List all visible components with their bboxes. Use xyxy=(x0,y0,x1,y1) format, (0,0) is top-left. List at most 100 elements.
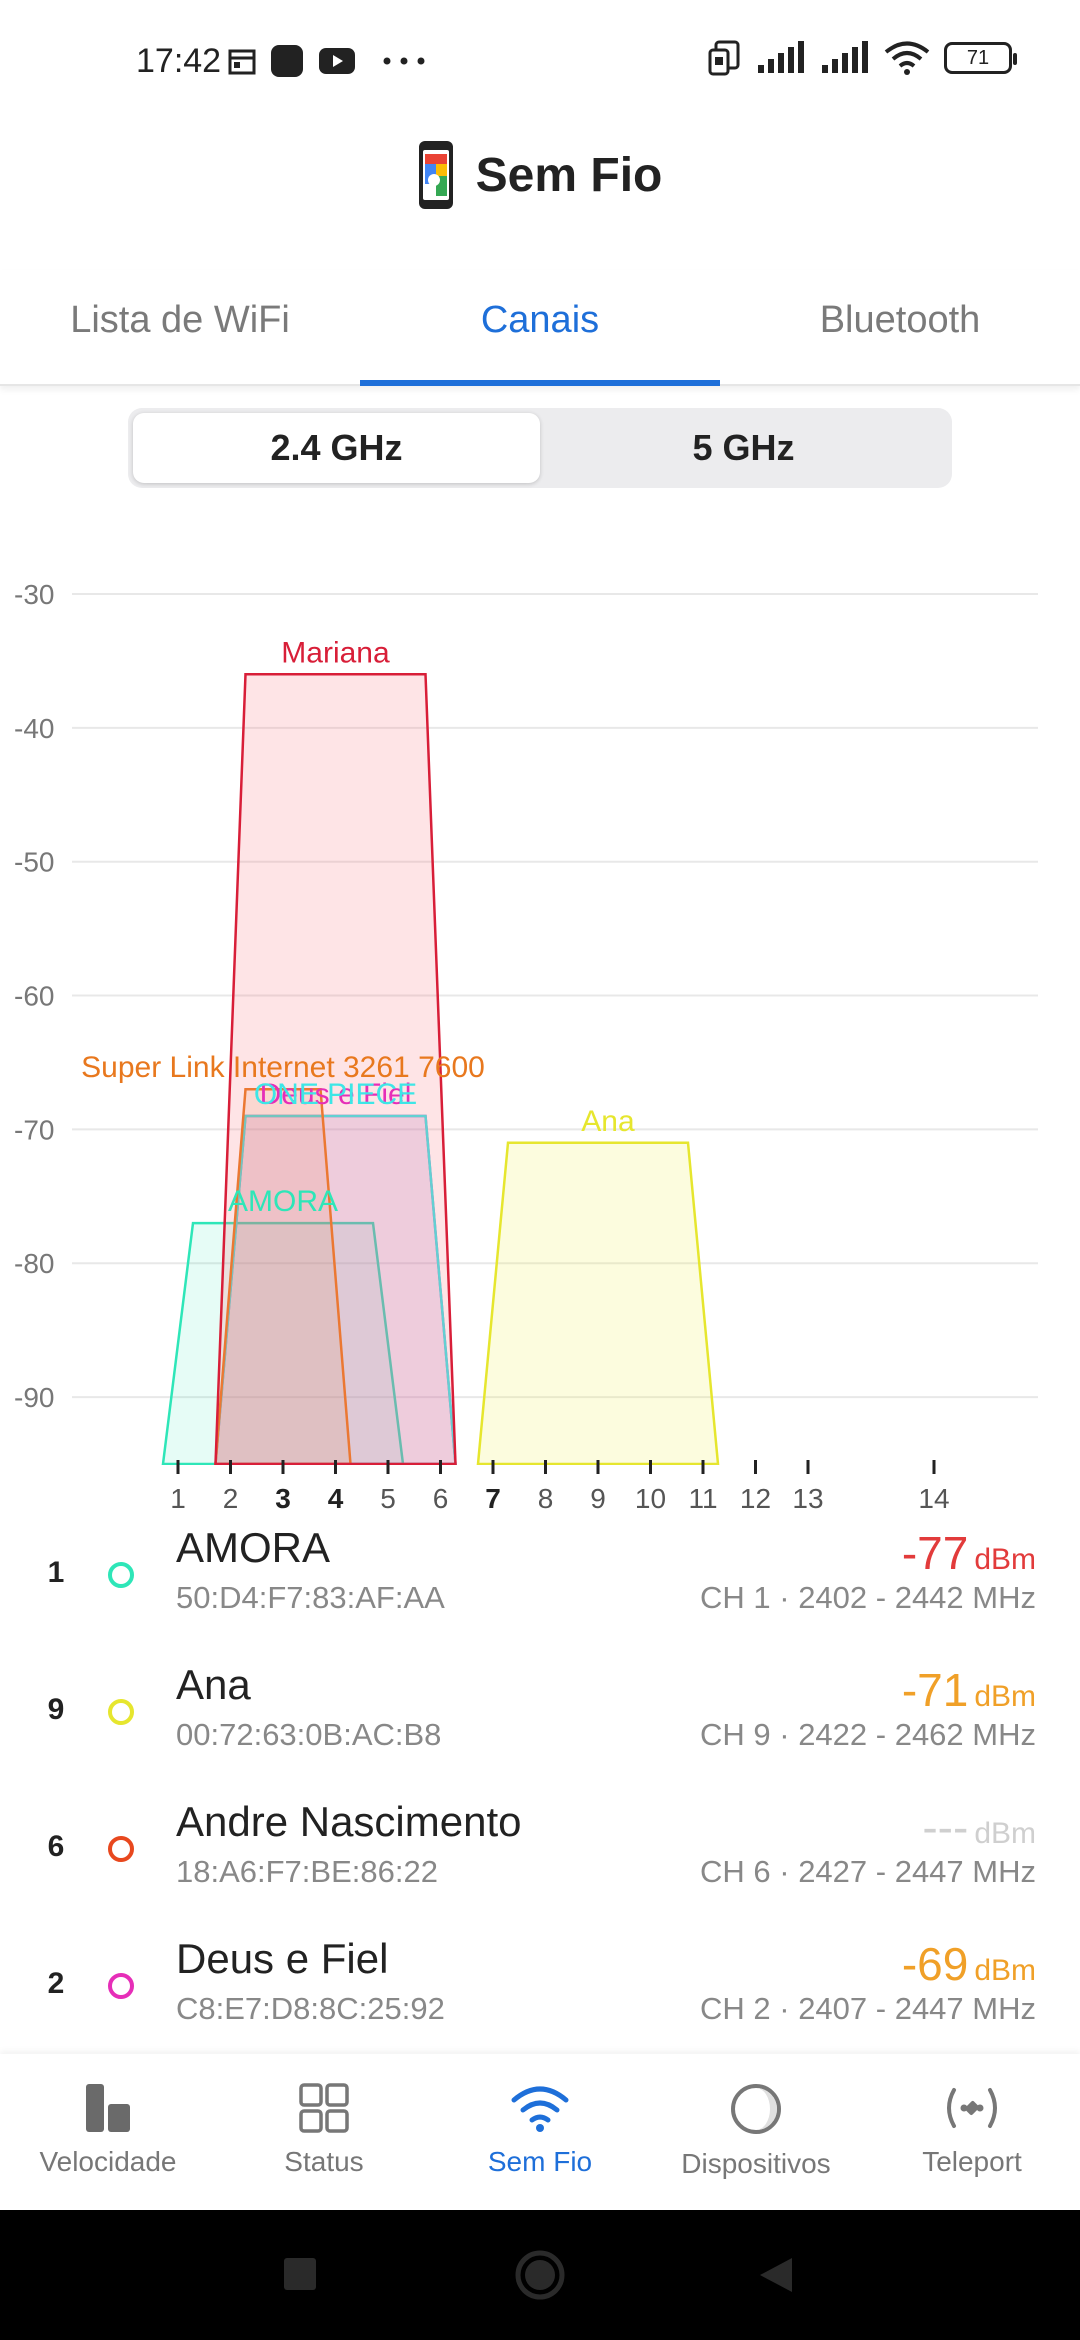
app-square-icon xyxy=(271,45,303,77)
signal-value: --- xyxy=(922,1801,969,1853)
signal-icon xyxy=(758,41,804,73)
network-color-dot xyxy=(108,1699,134,1725)
y-tick-label: -40 xyxy=(14,713,54,744)
network-row[interactable]: 1 AMORA 50:D4:F7:83:AF:AA -77 dBm CH 1 · … xyxy=(0,1510,1080,1647)
network-band-label: Mariana xyxy=(281,636,390,669)
nav-label: Status xyxy=(284,2146,364,2177)
x-tick-label: 1 xyxy=(170,1483,186,1514)
youtube-icon xyxy=(319,48,355,74)
network-ssid: Deus e Fiel xyxy=(176,1935,389,1982)
nav-teleport[interactable]: Teleport xyxy=(864,2054,1080,2210)
band-option-24ghz[interactable]: 2.4 GHz xyxy=(133,413,540,483)
network-band-6 xyxy=(214,673,457,1466)
network-row[interactable]: 9 Ana 00:72:63:0B:AC:B8 -71 dBm CH 9 · 24… xyxy=(0,1647,1080,1784)
nav-label: Teleport xyxy=(922,2146,1022,2177)
speed-bars-icon xyxy=(86,2084,130,2132)
teleport-icon xyxy=(947,2088,997,2128)
network-row[interactable]: 6 Andre Nascimento 18:A6:F7:BE:86:22 ---… xyxy=(0,1784,1080,1921)
x-tick-label: 5 xyxy=(380,1483,396,1514)
y-tick-label: -90 xyxy=(14,1382,54,1413)
network-channel: 9 xyxy=(47,1693,65,1726)
signal-value: -71 xyxy=(901,1664,969,1716)
network-ssid: Andre Nascimento xyxy=(176,1798,522,1845)
nav-devices[interactable]: Dispositivos xyxy=(648,2054,864,2210)
network-band-label: Ana xyxy=(581,1105,635,1138)
y-tick-label: -70 xyxy=(14,1114,54,1145)
tab-channels[interactable]: Canais xyxy=(360,270,720,386)
battery-level: 71 xyxy=(966,46,990,69)
system-nav-bar xyxy=(0,2210,1080,2340)
network-color-dot xyxy=(108,1562,134,1588)
network-band-label: AMORA xyxy=(228,1185,338,1218)
wifi-icon xyxy=(511,2086,569,2132)
network-mac: 50:D4:F7:83:AF:AA xyxy=(176,1580,445,1615)
signal-icon xyxy=(822,41,868,73)
network-list: 1 AMORA 50:D4:F7:83:AF:AA -77 dBm CH 1 · … xyxy=(0,1510,1080,2055)
x-tick-label: 11 xyxy=(688,1483,717,1514)
network-signal: -69 dBm xyxy=(902,1937,1036,1991)
network-channel: 2 xyxy=(47,1967,65,2000)
status-bar: 17:42 71 xyxy=(0,0,1080,120)
x-tick-label: 13 xyxy=(792,1483,823,1514)
x-tick-label: 10 xyxy=(635,1483,666,1514)
phone-logo-icon xyxy=(418,141,453,209)
nav-label: Velocidade xyxy=(39,2146,177,2177)
network-band-label: Deus e Fiel xyxy=(260,1078,412,1111)
x-tick-label: 12 xyxy=(740,1483,771,1514)
x-tick-label: 6 xyxy=(433,1483,449,1514)
network-row[interactable]: 2 Deus e Fiel C8:E7:D8:8C:25:92 -69 dBm C… xyxy=(0,1921,1080,2055)
nav-label: Sem Fio xyxy=(487,2146,593,2177)
network-signal: -77 dBm xyxy=(902,1526,1036,1580)
nav-wireless[interactable]: Sem Fio xyxy=(432,2054,648,2210)
tab-wifi-list[interactable]: Lista de WiFi xyxy=(70,298,290,341)
network-frequency: CH 1 · 2402 - 2442 MHz xyxy=(700,1580,1036,1615)
y-tick-label: -60 xyxy=(14,981,54,1012)
app-header: Sem Fio xyxy=(0,130,1080,220)
network-mac: C8:E7:D8:8C:25:92 xyxy=(176,1991,445,2026)
nav-speed[interactable]: Velocidade xyxy=(0,2054,216,2210)
calendar-icon xyxy=(228,49,256,75)
devices-circle-icon xyxy=(731,2084,781,2134)
channel-chart-svg: -30 -40 -50 -60 -70 -80 -90 AMORA Ana Deus e Fiel… xyxy=(14,579,1038,1514)
network-mac: 00:72:63:0B:AC:B8 xyxy=(176,1717,442,1752)
home-circle-icon[interactable] xyxy=(512,2250,568,2300)
network-band-2 xyxy=(476,1141,720,1466)
x-tick-label: 2 xyxy=(223,1483,239,1514)
signal-unit: dBm xyxy=(974,1680,1036,1713)
network-signal: --- dBm xyxy=(922,1800,1036,1854)
network-ssid: AMORA xyxy=(176,1524,331,1571)
x-tick-label: 4 xyxy=(328,1483,344,1514)
nav-status[interactable]: Status xyxy=(216,2054,432,2210)
back-triangle-icon[interactable] xyxy=(758,2256,794,2294)
page-title: Sem Fio xyxy=(475,148,663,202)
status-time: 17:42 xyxy=(136,42,222,80)
grid-icon xyxy=(299,2083,349,2133)
network-ssid: Ana xyxy=(176,1661,251,1708)
signal-unit: dBm xyxy=(974,1543,1036,1576)
network-frequency: CH 2 · 2407 - 2447 MHz xyxy=(700,1991,1036,2026)
tab-bar: Lista de WiFi Canais Bluetooth xyxy=(0,270,1080,386)
network-mac: 18:A6:F7:BE:86:22 xyxy=(176,1854,438,1889)
network-frequency: CH 6 · 2427 - 2447 MHz xyxy=(700,1854,1036,1889)
recents-square-icon[interactable] xyxy=(282,2256,318,2292)
network-channel: 1 xyxy=(47,1556,65,1589)
network-frequency: CH 9 · 2422 - 2462 MHz xyxy=(700,1717,1036,1752)
battery-icon: 71 xyxy=(944,42,1017,74)
tab-bluetooth[interactable]: Bluetooth xyxy=(819,298,981,341)
bottom-nav: Velocidade Status Sem Fio Dispositivos T… xyxy=(0,2054,1080,2210)
band-option-5ghz[interactable]: 5 GHz xyxy=(692,427,795,468)
network-channel: 6 xyxy=(47,1830,65,1863)
y-tick-label: -80 xyxy=(14,1248,54,1279)
band-selector: 2.4 GHz 5 GHz xyxy=(128,408,952,488)
network-band-label: ONE PIECE xyxy=(254,1078,417,1111)
network-color-dot xyxy=(108,1836,134,1862)
status-icons-left xyxy=(228,44,426,78)
x-tick-label: 7 xyxy=(485,1483,501,1514)
x-tick-label: 8 xyxy=(538,1483,554,1514)
x-tick-label: 3 xyxy=(275,1483,291,1514)
more-dots-icon xyxy=(383,57,425,65)
status-icons-right: 71 xyxy=(708,40,1017,76)
signal-unit: dBm xyxy=(974,1817,1036,1850)
x-tick-label: 14 xyxy=(918,1483,949,1514)
network-color-dot xyxy=(108,1973,134,1999)
